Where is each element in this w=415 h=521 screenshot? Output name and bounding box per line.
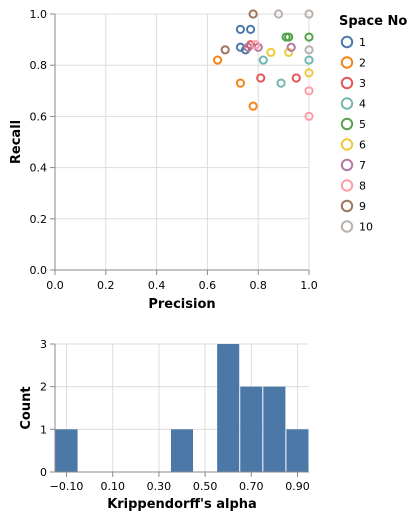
x-tick-label: 0.8 [249, 279, 267, 292]
scatter-point [220, 45, 230, 55]
histogram-bar [263, 386, 286, 472]
legend-label: 2 [359, 57, 366, 70]
x-axis-title: Precision [148, 297, 215, 312]
y-tick-label: 2 [40, 381, 47, 394]
legend-symbol [340, 76, 354, 90]
histogram-bar [217, 344, 240, 472]
x-tick-label: 0.2 [97, 279, 115, 292]
x-tick-label: 0.50 [193, 480, 218, 493]
scatter-point [273, 9, 284, 19]
legend-symbol [340, 117, 354, 131]
scatter-point [286, 42, 296, 52]
histogram-bar [240, 386, 263, 472]
y-tick-label: 1.0 [30, 8, 48, 21]
histogram-bar [55, 429, 78, 472]
legend-label: 6 [359, 139, 366, 152]
scatter-point [248, 101, 258, 111]
y-axis-title: Count [19, 386, 34, 429]
scatter-point [212, 55, 223, 65]
legend: Space No 1 2 3 4 5 6 7 8 9 10 [339, 14, 407, 234]
scatter-chart: 0.0 0.2 0.4 0.6 0.8 1.0 0.0 0.2 0.4 0.6 0.8 1.0 Prec… [9, 8, 318, 312]
y-tick-label: 1 [40, 423, 47, 436]
x-tick-label: 0.70 [239, 480, 264, 493]
scatter-point [235, 24, 246, 34]
legend-label: 9 [359, 200, 366, 213]
scatter-point [304, 45, 314, 55]
scatter-point [256, 73, 266, 83]
scatter-point [304, 9, 314, 19]
legend-label: 10 [359, 221, 373, 234]
x-axis-title: Krippendorff's alpha [107, 497, 257, 512]
legend-label: 5 [359, 118, 366, 131]
x-tick-label: 0.0 [46, 279, 64, 292]
legend-label: 7 [359, 159, 366, 172]
histogram-bar [286, 429, 309, 472]
y-tick-label: 0.8 [30, 59, 48, 72]
scatter-point [258, 55, 268, 65]
scatter-point [291, 73, 301, 83]
scatter-point [245, 24, 256, 34]
legend-symbol [340, 199, 354, 213]
legend-symbol [340, 35, 354, 49]
legend-symbol [340, 138, 354, 151]
y-axis-title: Recall [9, 120, 24, 164]
scatter-point [304, 68, 314, 78]
legend-symbol [340, 56, 354, 69]
scatter-point [266, 47, 276, 58]
x-tick-label: −0.10 [50, 480, 84, 493]
x-tick-label: 0.4 [148, 279, 166, 292]
scatter-point [251, 40, 261, 50]
scatter-point [304, 86, 314, 96]
x-tick-label: 0.90 [285, 480, 310, 493]
scatter-point [284, 32, 294, 42]
y-tick-label: 0.0 [30, 264, 48, 277]
legend-label: 3 [359, 77, 366, 90]
scatter-point [304, 111, 314, 122]
y-tick-label: 0.4 [30, 162, 48, 175]
legend-label: 1 [359, 36, 366, 49]
x-tick-label: 0.6 [199, 279, 217, 292]
scatter-point [304, 55, 314, 65]
legend-title: Space No [339, 14, 407, 29]
scatter-point [248, 9, 258, 19]
scatter-point [276, 78, 286, 88]
y-tick-label: 0.6 [30, 110, 48, 123]
histogram-chart: 0 1 2 3 −0.10 0.10 0.30 0.50 0.70 0.90 Krippendorf… [19, 338, 310, 512]
x-tick-label: 1.0 [300, 279, 318, 292]
y-tick-label: 0 [40, 466, 47, 479]
histogram-bar [170, 429, 194, 472]
x-tick-label: 0.30 [147, 480, 172, 493]
legend-symbol [340, 97, 354, 110]
legend-symbol [340, 220, 354, 233]
legend-label: 8 [359, 180, 366, 193]
legend-symbol [340, 179, 354, 192]
y-tick-label: 3 [40, 338, 47, 351]
legend-symbol [340, 158, 354, 172]
scatter-point [243, 42, 253, 52]
y-tick-label: 0.2 [30, 213, 48, 226]
x-tick-label: 0.10 [100, 480, 125, 493]
scatter-point [235, 78, 246, 88]
scatter-point [304, 32, 314, 42]
legend-label: 4 [359, 98, 366, 111]
